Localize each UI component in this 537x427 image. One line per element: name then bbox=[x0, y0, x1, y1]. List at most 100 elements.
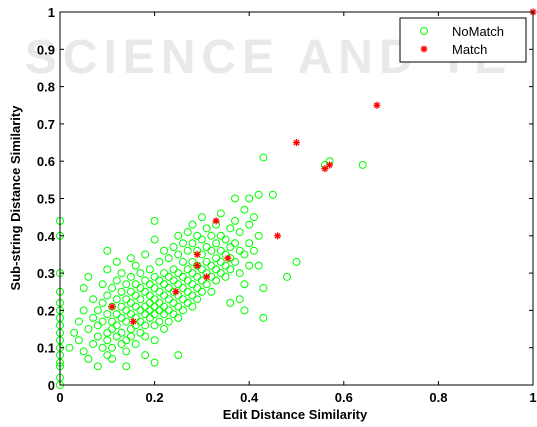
nomatch-point bbox=[183, 276, 192, 285]
nomatch-point bbox=[145, 306, 154, 315]
nomatch-point bbox=[145, 291, 154, 300]
nomatch-point bbox=[202, 280, 211, 289]
nomatch-point bbox=[212, 239, 221, 248]
nomatch-point bbox=[155, 317, 164, 326]
nomatch-point bbox=[202, 242, 211, 251]
nomatch-point bbox=[84, 272, 93, 281]
nomatch-point bbox=[103, 351, 112, 360]
nomatch-point bbox=[122, 317, 131, 326]
nomatch-point bbox=[231, 194, 240, 203]
nomatch-point bbox=[235, 295, 244, 304]
nomatch-point bbox=[240, 250, 249, 259]
nomatch-point bbox=[70, 328, 79, 337]
nomatch-point bbox=[216, 209, 225, 218]
nomatch-point bbox=[98, 280, 107, 289]
nomatch-point bbox=[126, 272, 135, 281]
nomatch-point bbox=[221, 261, 230, 270]
nomatch-point bbox=[231, 257, 240, 266]
nomatch-point bbox=[150, 321, 159, 330]
nomatch-point bbox=[226, 298, 235, 307]
nomatch-point bbox=[150, 310, 159, 319]
nomatch-point bbox=[145, 313, 154, 322]
nomatch-point bbox=[160, 302, 169, 311]
legend: NoMatch Match bbox=[399, 17, 527, 63]
nomatch-point bbox=[216, 246, 225, 255]
nomatch-point bbox=[259, 153, 268, 162]
nomatch-point bbox=[245, 220, 254, 229]
y-tick-label: 0.8 bbox=[37, 80, 55, 95]
nomatch-point bbox=[169, 298, 178, 307]
match-point bbox=[193, 262, 201, 270]
nomatch-point bbox=[103, 246, 112, 255]
nomatch-point bbox=[155, 298, 164, 307]
nomatch-point bbox=[155, 306, 164, 315]
nomatch-point bbox=[188, 257, 197, 266]
nomatch-point bbox=[89, 339, 98, 348]
nomatch-point bbox=[145, 298, 154, 307]
nomatch-point bbox=[126, 298, 135, 307]
nomatch-point bbox=[108, 343, 117, 352]
nomatch-point bbox=[103, 328, 112, 337]
nomatch-point bbox=[245, 261, 254, 270]
match-point bbox=[203, 273, 211, 281]
nomatch-point bbox=[136, 317, 145, 326]
nomatch-point bbox=[193, 231, 202, 240]
nomatch-point bbox=[207, 231, 216, 240]
axes: 0 0.2 0.4 0.6 0.8 1 0 0.1 0.2 0.3 0.4 0.5 0.6 0.7 0.8 0… bbox=[37, 5, 537, 405]
nomatch-point bbox=[150, 295, 159, 304]
nomatch-point bbox=[197, 287, 206, 296]
nomatch-point bbox=[136, 306, 145, 315]
nomatch-point bbox=[117, 269, 126, 278]
nomatch-point bbox=[145, 265, 154, 274]
nomatch-point bbox=[112, 276, 121, 285]
x-tick-label: 0.2 bbox=[146, 390, 164, 405]
nomatch-point bbox=[188, 239, 197, 248]
nomatch-point bbox=[358, 160, 367, 169]
nomatch-point bbox=[183, 265, 192, 274]
x-tick-label: 0.8 bbox=[429, 390, 447, 405]
nomatch-point bbox=[188, 291, 197, 300]
legend-label-nomatch: NoMatch bbox=[452, 24, 504, 39]
nomatch-point bbox=[178, 239, 187, 248]
nomatch-point bbox=[108, 325, 117, 334]
nomatch-point bbox=[122, 362, 131, 371]
nomatch-point bbox=[235, 269, 244, 278]
nomatch-point bbox=[126, 254, 135, 263]
nomatch-point bbox=[193, 284, 202, 293]
nomatch-point bbox=[183, 287, 192, 296]
nomatch-point bbox=[98, 298, 107, 307]
nomatch-point bbox=[141, 287, 150, 296]
nomatch-point bbox=[245, 194, 254, 203]
match-point bbox=[108, 303, 116, 311]
nomatch-point bbox=[136, 269, 145, 278]
axes-box bbox=[59, 11, 534, 386]
nomatch-point bbox=[240, 205, 249, 214]
nomatch-point bbox=[150, 284, 159, 293]
nomatch-point bbox=[164, 295, 173, 304]
legend-box bbox=[399, 17, 527, 63]
nomatch-point bbox=[117, 313, 126, 322]
nomatch-point bbox=[98, 343, 107, 352]
nomatch-point bbox=[259, 284, 268, 293]
y-tick-label: 0.9 bbox=[37, 42, 55, 57]
nomatch-point bbox=[226, 242, 235, 251]
y-tick-label: 0.3 bbox=[37, 266, 55, 281]
nomatch-point bbox=[122, 295, 131, 304]
nomatch-point bbox=[108, 284, 117, 293]
nomatch-point bbox=[231, 216, 240, 225]
nomatch-point bbox=[221, 235, 230, 244]
nomatch-point bbox=[136, 295, 145, 304]
y-tick-label: 0.5 bbox=[37, 192, 55, 207]
nomatch-point bbox=[93, 321, 102, 330]
nomatch-point bbox=[174, 269, 183, 278]
match-point bbox=[212, 217, 220, 225]
nomatch-point bbox=[164, 254, 173, 263]
nomatch-point bbox=[98, 317, 107, 326]
nomatch-point bbox=[122, 306, 131, 315]
y-tick-label: 0.1 bbox=[37, 341, 55, 356]
y-tick-label: 0.6 bbox=[37, 154, 55, 169]
nomatch-point bbox=[89, 313, 98, 322]
nomatch-point bbox=[188, 220, 197, 229]
nomatch-point bbox=[131, 291, 140, 300]
nomatch-point bbox=[122, 336, 131, 345]
